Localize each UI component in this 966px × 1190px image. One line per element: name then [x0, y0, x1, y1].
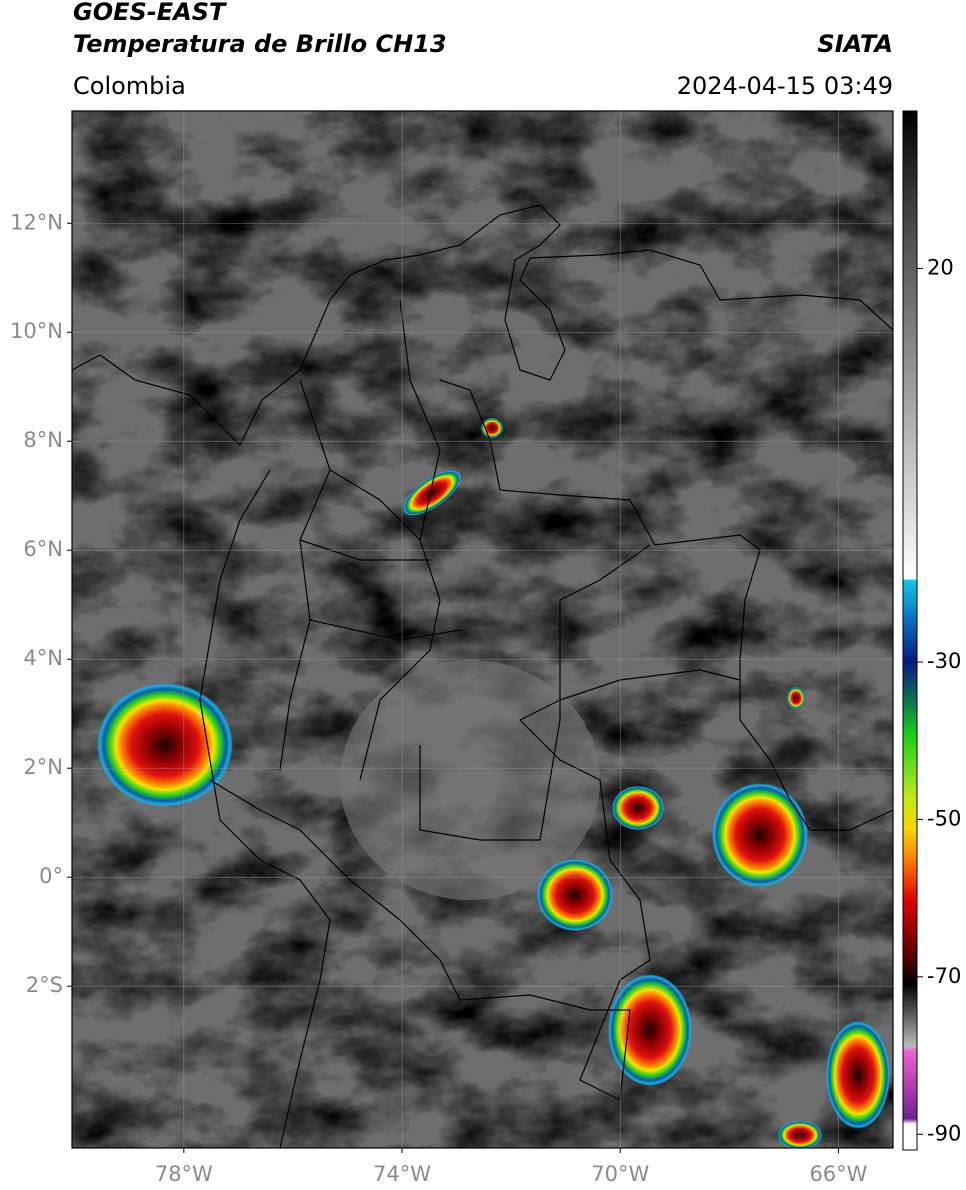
- lat-tick-label: 6°N: [23, 537, 63, 561]
- map-frame: [71, 110, 894, 1149]
- lat-tick-label: 2°S: [26, 973, 63, 997]
- lat-tick-label: 2°N: [23, 755, 63, 779]
- colorbar-tick-label: -50: [927, 806, 961, 830]
- datetime: 2024-04-15 03:49: [677, 72, 893, 100]
- source: SIATA: [817, 30, 893, 58]
- title: GOES-EAST: [73, 0, 227, 26]
- lat-tick-label: 8°N: [23, 428, 63, 452]
- region: Colombia: [73, 72, 186, 100]
- lat-tick-label: 10°N: [10, 319, 63, 343]
- lon-tick-label: 66°W: [809, 1162, 867, 1186]
- colorbar-tick-label: 20: [927, 255, 954, 279]
- lon-tick-label: 74°W: [373, 1162, 431, 1186]
- lon-tick-label: 78°W: [155, 1162, 213, 1186]
- colorbar-tick-label: -30: [927, 649, 961, 673]
- lat-tick-label: 12°N: [10, 210, 63, 234]
- lat-tick-label: 0°: [39, 864, 63, 888]
- colorbar-tick-label: -90: [927, 1121, 961, 1145]
- lon-tick-label: 70°W: [591, 1162, 649, 1186]
- colorbar-tick-label: -70: [927, 964, 961, 988]
- colorbar: [902, 110, 918, 1151]
- satellite-image: [72, 111, 893, 1148]
- subtitle: Temperatura de Brillo CH13: [73, 30, 447, 58]
- lat-tick-label: 4°N: [23, 646, 63, 670]
